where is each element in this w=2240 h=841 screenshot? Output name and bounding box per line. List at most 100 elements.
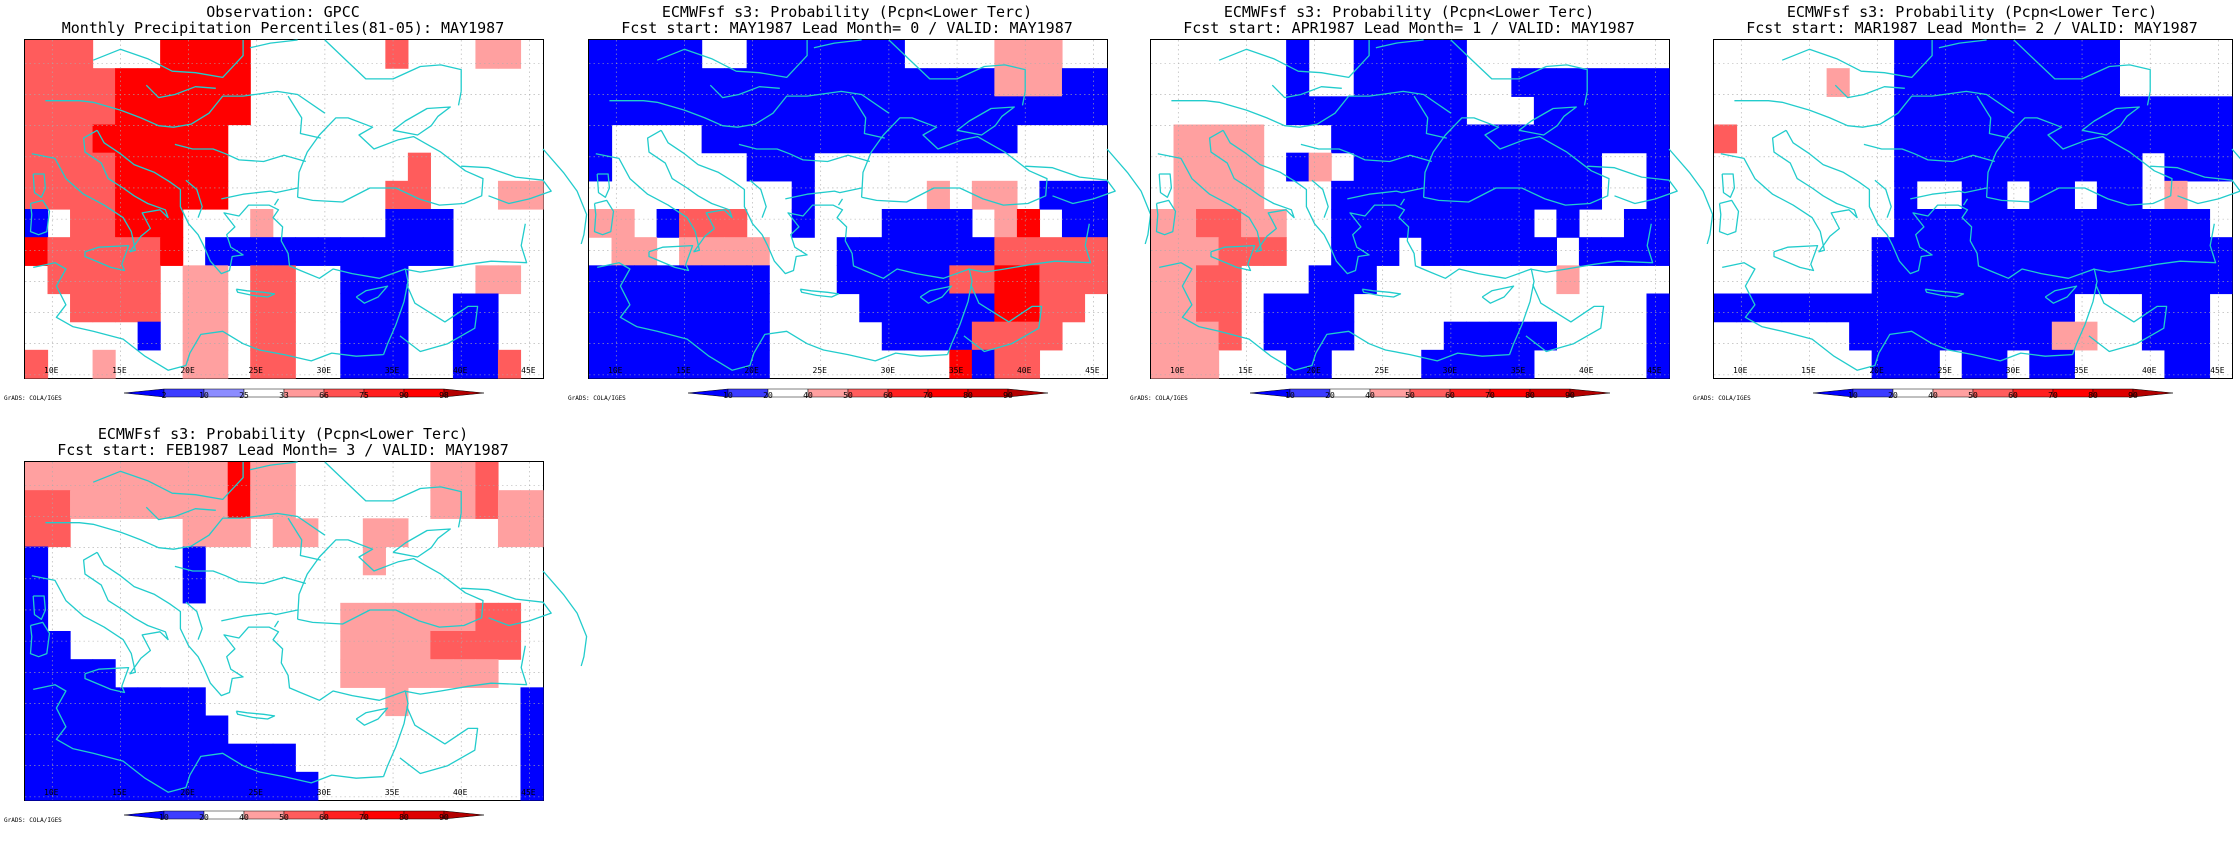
grid-cell bbox=[1916, 321, 1940, 351]
colorbar-tick-label: 80 bbox=[1525, 391, 1535, 400]
grid-cell bbox=[1376, 68, 1400, 97]
coastline bbox=[96, 551, 409, 777]
coastline bbox=[851, 95, 885, 139]
grid-cell bbox=[1039, 237, 1063, 266]
grid-cell bbox=[2051, 180, 2075, 210]
grid-cell bbox=[1804, 293, 1828, 323]
grid-cell bbox=[1241, 152, 1265, 182]
grid-cell bbox=[385, 349, 409, 379]
grid-cell bbox=[47, 715, 71, 745]
grid-cell bbox=[1443, 40, 1467, 69]
grid-cell bbox=[137, 180, 161, 210]
grid-cell bbox=[791, 209, 815, 238]
grid-cell bbox=[1916, 237, 1940, 266]
grid-cell bbox=[701, 293, 725, 323]
colorbar-swatches bbox=[687, 388, 1049, 398]
grid-cell bbox=[1443, 68, 1467, 97]
grid-cell bbox=[1196, 209, 1220, 238]
grid-cell bbox=[1533, 68, 1557, 97]
grid-cell bbox=[904, 265, 928, 295]
grid-cell bbox=[452, 659, 477, 688]
colorbar bbox=[1249, 382, 1611, 401]
grid-cell bbox=[1084, 68, 1108, 97]
grid-cell bbox=[385, 659, 409, 688]
colorbar-tick-label: 10 bbox=[159, 813, 169, 822]
grid-cell bbox=[1939, 321, 1963, 351]
coastline bbox=[296, 539, 484, 628]
colorbar-swatch bbox=[1569, 388, 1611, 398]
grid-cell bbox=[1578, 237, 1603, 266]
coastline bbox=[1025, 165, 1116, 205]
grid-cell bbox=[1894, 265, 1918, 295]
grid-cell bbox=[70, 659, 94, 688]
coastline bbox=[249, 39, 298, 49]
grid-cell bbox=[2209, 96, 2233, 126]
grid-cell bbox=[2074, 152, 2098, 182]
longitude-tick-label: 30E bbox=[1442, 366, 1458, 375]
coastline bbox=[1781, 40, 1933, 79]
coastline bbox=[2044, 285, 2078, 304]
grid-cell bbox=[1646, 96, 1670, 126]
grid-cell bbox=[2141, 124, 2166, 154]
grid-cell bbox=[452, 462, 477, 491]
coastline bbox=[33, 262, 384, 371]
grid-cell bbox=[2096, 265, 2120, 295]
colorbar-swatch bbox=[163, 388, 205, 398]
grid-cell bbox=[362, 631, 386, 660]
grid-cell bbox=[1939, 265, 1963, 295]
map-plot-area bbox=[24, 39, 588, 379]
grid-cell bbox=[340, 237, 364, 266]
grid-cell bbox=[340, 659, 364, 688]
grid-cell bbox=[589, 124, 613, 154]
grid-cell bbox=[1039, 321, 1063, 351]
grid-cell bbox=[1353, 40, 1377, 69]
grid-cell bbox=[1263, 237, 1287, 266]
grid-cell bbox=[2186, 321, 2211, 351]
grid-cell bbox=[47, 490, 71, 519]
grads-credit: GrADS: COLA/IGES bbox=[4, 817, 62, 824]
grid-cell bbox=[115, 743, 139, 773]
grid-cell bbox=[2029, 96, 2053, 126]
grid-cell bbox=[1556, 96, 1580, 126]
grid-cell bbox=[25, 237, 49, 266]
map-panel-3: ECMWFsf s3: Probability (Pcpn<Lower Terc… bbox=[1130, 4, 1714, 419]
grid-cell bbox=[746, 237, 770, 266]
grid-cell bbox=[1623, 96, 1648, 126]
grid-cell bbox=[407, 237, 431, 266]
grid-cell bbox=[2119, 180, 2143, 210]
grid-cell bbox=[47, 743, 71, 773]
colorbar-tick-label: 10 bbox=[199, 391, 209, 400]
grid-cell bbox=[407, 180, 431, 210]
grid-cell bbox=[70, 124, 94, 154]
grid-cell bbox=[520, 180, 544, 210]
grid-cell bbox=[1353, 265, 1377, 295]
grid-cell bbox=[2119, 152, 2143, 182]
colorbar-swatch bbox=[1972, 388, 2014, 398]
grid-cell bbox=[2141, 96, 2166, 126]
coastline bbox=[403, 645, 528, 695]
grid-cell bbox=[475, 40, 499, 69]
grid-cell bbox=[746, 96, 770, 126]
longitude-tick-label: 15E bbox=[112, 366, 127, 375]
grid-cell bbox=[2096, 68, 2120, 97]
coastline bbox=[33, 684, 384, 793]
coastline bbox=[1399, 198, 1406, 206]
grid-cell bbox=[1376, 40, 1400, 69]
grid-cell bbox=[881, 265, 905, 295]
colorbar-swatch bbox=[767, 388, 809, 398]
coastline bbox=[656, 40, 808, 79]
grid-cell bbox=[1241, 124, 1265, 154]
grid-cell bbox=[701, 349, 725, 379]
grid-cell bbox=[1061, 96, 1086, 126]
colorbar-tick-label: 50 bbox=[279, 813, 289, 822]
colorbar-swatch bbox=[443, 810, 485, 820]
grid-cell bbox=[520, 490, 544, 519]
grid-cell bbox=[115, 293, 139, 323]
grid-cell bbox=[2029, 349, 2053, 379]
grid-cell bbox=[92, 237, 116, 266]
grid-cell bbox=[1826, 68, 1850, 97]
grid-cell bbox=[47, 631, 71, 660]
grid-cell bbox=[679, 293, 703, 323]
grid-cell bbox=[1939, 40, 1963, 69]
grid-cell bbox=[385, 687, 409, 717]
